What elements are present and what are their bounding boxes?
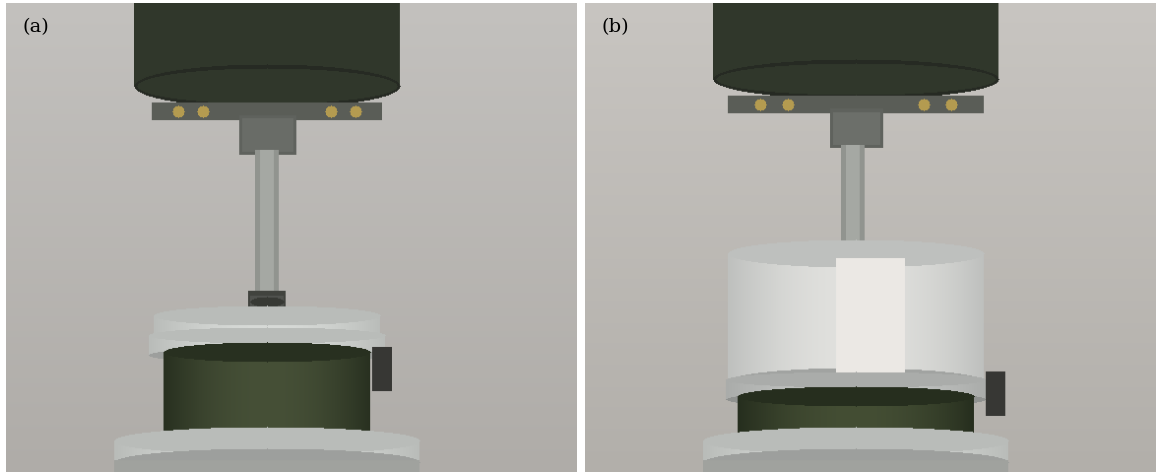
Text: (b): (b) — [601, 18, 629, 36]
Text: (a): (a) — [23, 18, 50, 36]
